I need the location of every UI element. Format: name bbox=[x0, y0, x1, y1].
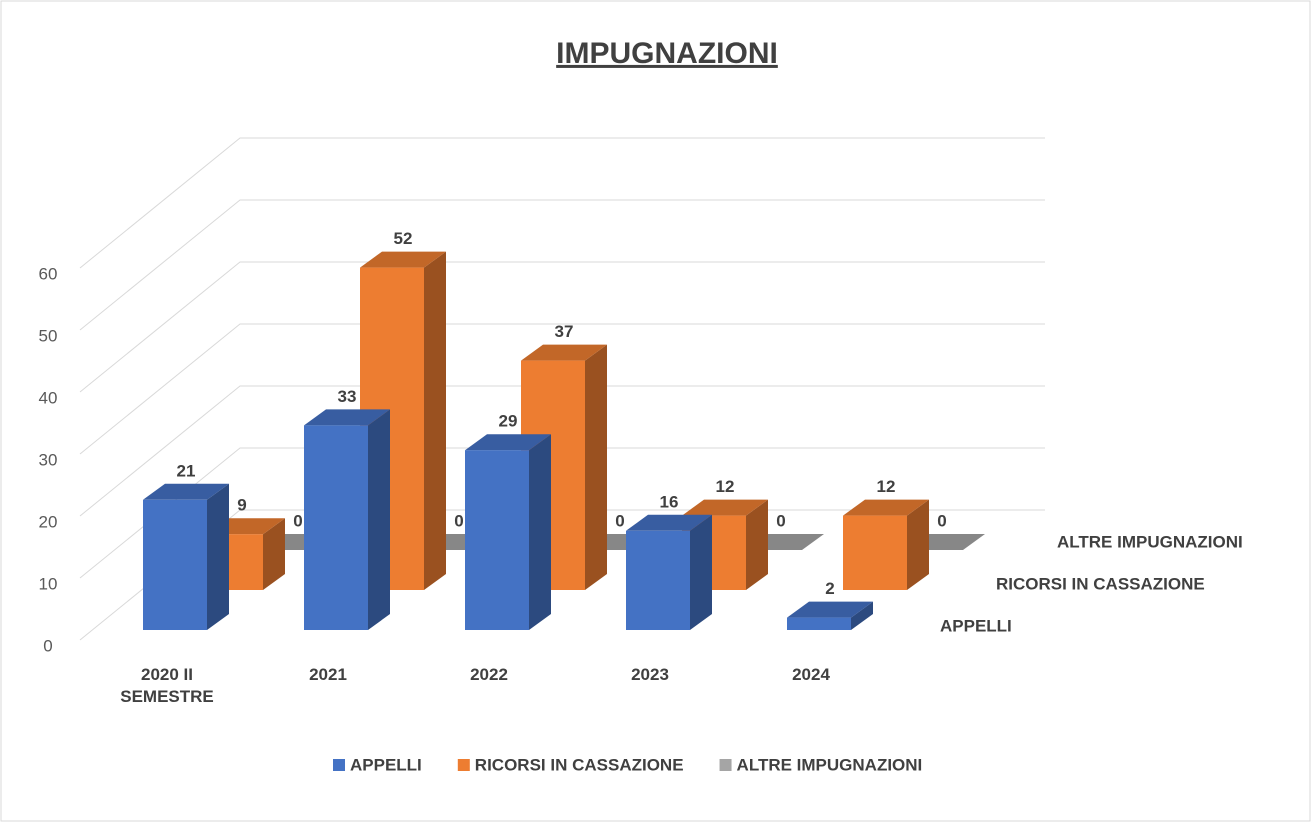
bar-front bbox=[843, 515, 907, 590]
x-tick-label: 2020 II SEMESTRE bbox=[120, 665, 214, 706]
row-label: RICORSI IN CASSAZIONE bbox=[996, 574, 1205, 593]
legend-label: APPELLI bbox=[350, 755, 422, 774]
grid-line bbox=[79, 323, 1045, 455]
legend-swatch bbox=[457, 759, 470, 771]
bar-side bbox=[263, 518, 285, 590]
legend-swatch bbox=[333, 759, 345, 771]
bar bbox=[521, 344, 607, 590]
y-tick-label: 40 bbox=[39, 388, 58, 407]
bar-front bbox=[143, 499, 207, 630]
bar bbox=[304, 409, 390, 630]
bar-side bbox=[529, 434, 551, 630]
data-label: 2 bbox=[825, 579, 834, 598]
data-label: 33 bbox=[338, 387, 357, 406]
x-tick-label: 2022 bbox=[470, 665, 508, 684]
bar bbox=[465, 434, 551, 630]
data-label: 12 bbox=[716, 477, 735, 496]
legend-label: RICORSI IN CASSAZIONE bbox=[475, 755, 684, 774]
y-tick-label: 50 bbox=[39, 326, 58, 345]
row-label: APPELLI bbox=[940, 616, 1012, 635]
bar-top bbox=[843, 499, 929, 516]
grid-line bbox=[79, 447, 1045, 579]
grid-line bbox=[79, 261, 1045, 393]
bar-front bbox=[465, 450, 529, 630]
bar-top bbox=[143, 483, 229, 500]
data-label: 52 bbox=[394, 229, 413, 248]
y-tick-label: 0 bbox=[43, 636, 52, 655]
bar-top bbox=[465, 434, 551, 451]
grid-line bbox=[79, 509, 1045, 641]
bar-top bbox=[787, 601, 873, 618]
bar-top bbox=[360, 251, 446, 268]
y-tick-label: 60 bbox=[39, 264, 58, 283]
legend-swatch bbox=[719, 759, 732, 771]
row-label: ALTRE IMPUGNAZIONI bbox=[1057, 532, 1243, 551]
data-label: 0 bbox=[615, 511, 624, 530]
bar-side bbox=[585, 344, 607, 590]
data-label: 21 bbox=[177, 461, 196, 480]
bar bbox=[143, 483, 229, 630]
bar-front bbox=[626, 530, 690, 630]
bar-front bbox=[787, 617, 851, 630]
data-label: 37 bbox=[555, 322, 574, 341]
bar-top bbox=[521, 344, 607, 361]
bar-side bbox=[207, 483, 229, 630]
y-tick-label: 20 bbox=[39, 512, 58, 531]
grid-line bbox=[79, 137, 1045, 269]
bar-side bbox=[907, 499, 929, 590]
bar-side bbox=[690, 514, 712, 630]
y-tick-label: 10 bbox=[39, 574, 58, 593]
data-label: 16 bbox=[660, 492, 679, 511]
legend-label: ALTRE IMPUGNAZIONI bbox=[737, 755, 923, 774]
bar bbox=[626, 514, 712, 630]
data-label: 0 bbox=[293, 511, 302, 530]
x-tick-label: 2021 bbox=[309, 665, 347, 684]
data-label: 0 bbox=[937, 511, 946, 530]
bar bbox=[843, 499, 929, 590]
data-label: 9 bbox=[237, 496, 246, 515]
data-label: 0 bbox=[454, 511, 463, 530]
bar-top bbox=[304, 409, 390, 426]
data-label: 0 bbox=[776, 511, 785, 530]
bar bbox=[787, 601, 873, 630]
x-tick-label: 2023 bbox=[631, 665, 669, 684]
data-label: 12 bbox=[877, 477, 896, 496]
bar-top bbox=[626, 514, 712, 531]
bar-side bbox=[746, 499, 768, 590]
bar-side bbox=[424, 251, 446, 590]
y-tick-label: 30 bbox=[39, 450, 58, 469]
chart-title: IMPUGNAZIONI bbox=[556, 37, 778, 70]
data-label: 29 bbox=[499, 412, 518, 431]
bar-side bbox=[368, 409, 390, 630]
bar-top bbox=[682, 499, 768, 516]
bar-side bbox=[851, 601, 873, 630]
x-tick-label: 2024 bbox=[792, 665, 830, 684]
grid-line bbox=[79, 385, 1045, 517]
bar-front bbox=[304, 425, 368, 630]
grid-line bbox=[79, 199, 1045, 331]
